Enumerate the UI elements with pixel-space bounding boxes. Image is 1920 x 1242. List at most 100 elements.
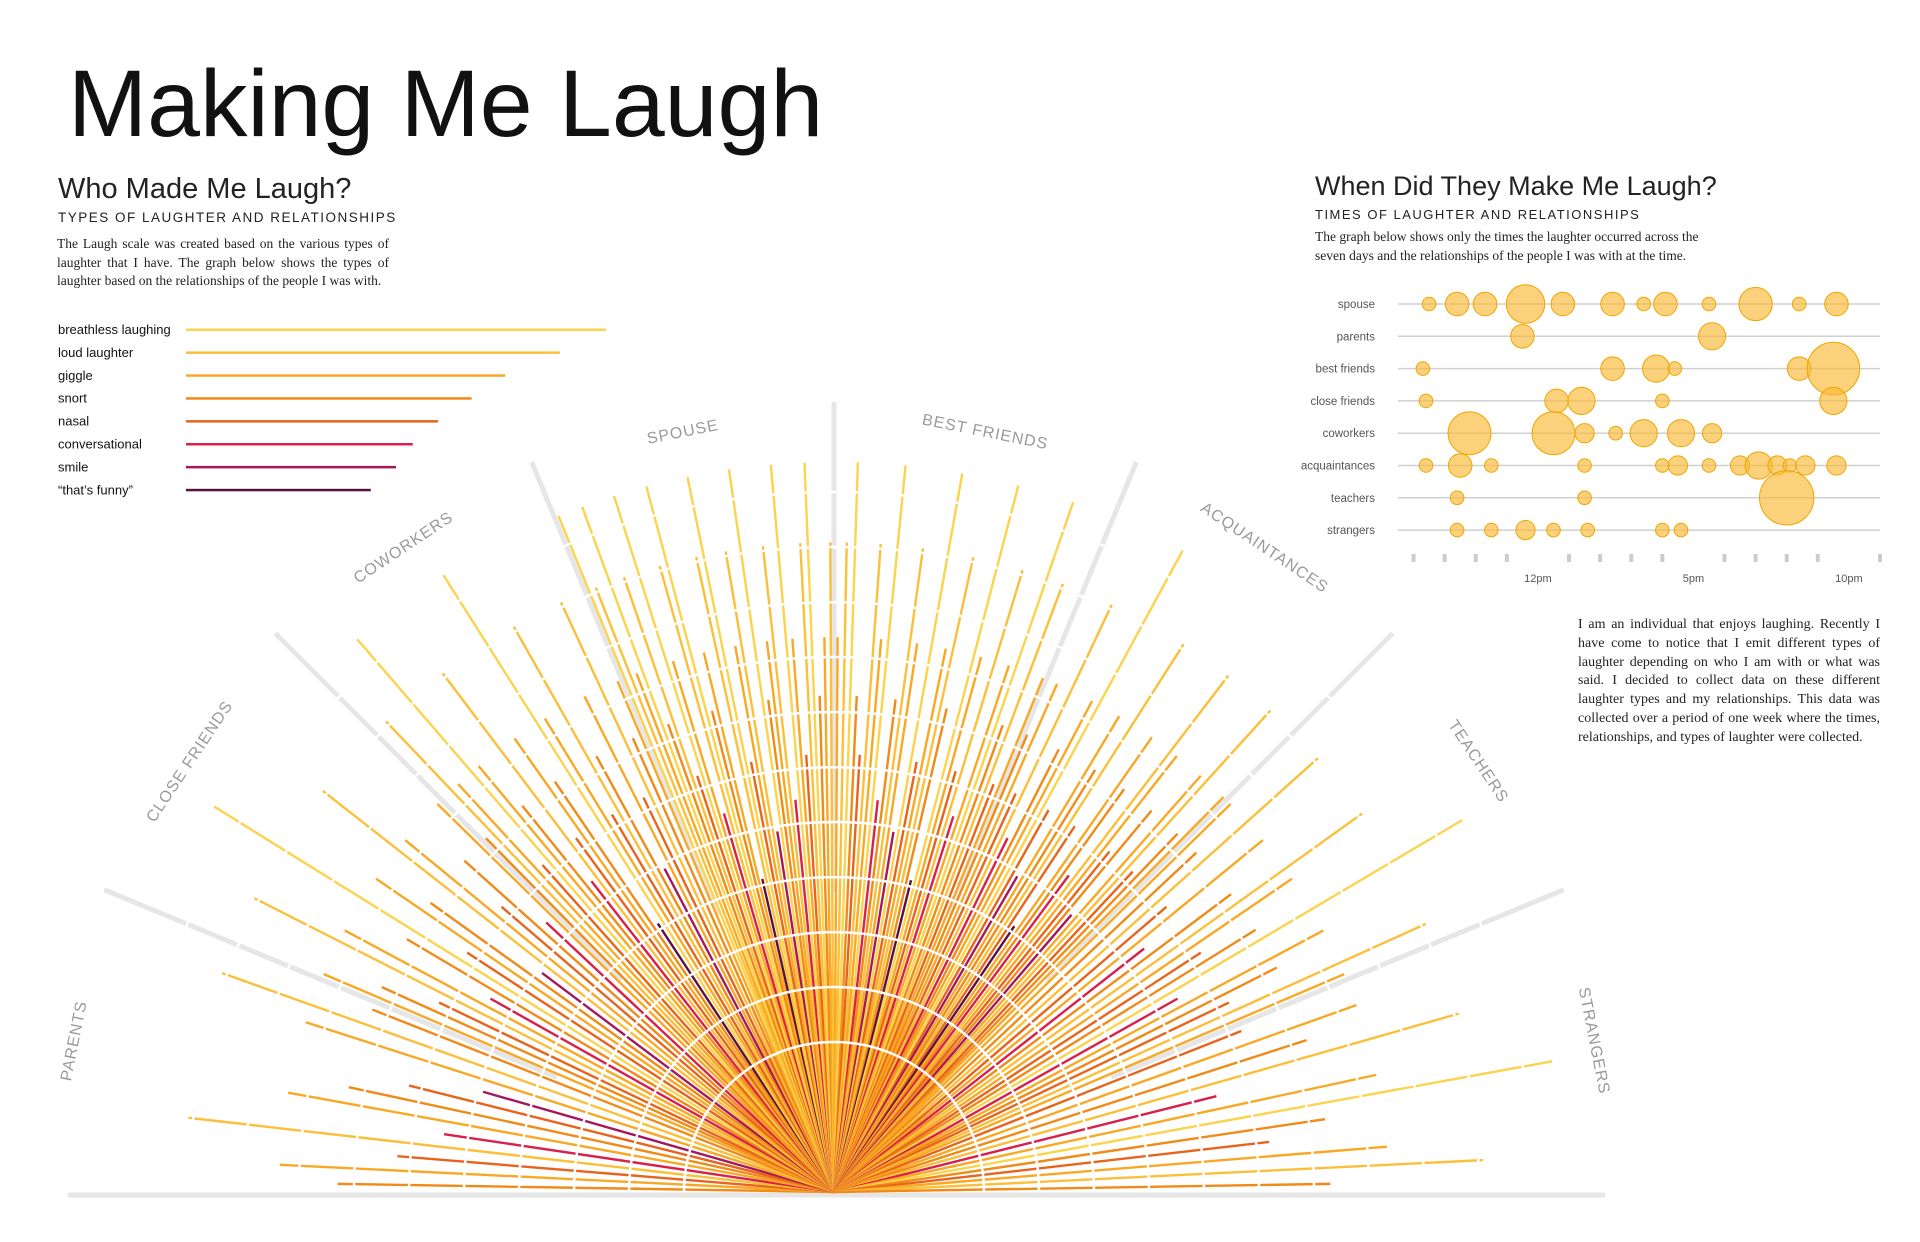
laugh-line — [724, 551, 836, 1193]
bubble — [1655, 393, 1670, 409]
laugh-line — [356, 638, 835, 1193]
laugh-line — [799, 543, 836, 1193]
laugh-line — [833, 928, 1257, 1194]
x-tick-label: 12pm — [1524, 573, 1552, 585]
laugh-line — [553, 780, 835, 1193]
bubble — [1653, 291, 1678, 317]
laugh-line — [833, 812, 1363, 1193]
laugh-line — [344, 929, 835, 1194]
bar — [186, 443, 413, 446]
sector-label: CLOSE FRIENDS — [144, 698, 237, 825]
sector-divider — [273, 631, 624, 982]
laugh-line — [559, 601, 836, 1193]
laugh-line — [833, 736, 1153, 1193]
chart-title: When Did They Make Me Laugh? — [1315, 171, 1717, 201]
laugh-line — [832, 637, 839, 1193]
bubble — [1574, 423, 1595, 444]
page-title: Making Me Laugh — [68, 51, 823, 157]
bubble — [1483, 522, 1499, 538]
bubble — [1544, 388, 1569, 414]
laugh-line — [832, 550, 1184, 1193]
laugh-line — [616, 680, 836, 1193]
laugh-line — [832, 677, 1045, 1193]
laugh-line — [408, 1084, 835, 1194]
bubble — [1667, 455, 1688, 476]
laugh-line — [832, 542, 848, 1193]
laugh-line — [595, 755, 836, 1193]
laugh-line — [658, 565, 836, 1193]
laugh-line — [832, 604, 1113, 1193]
laugh-line — [833, 1001, 1230, 1194]
ring — [517, 875, 1151, 1193]
laugh-line — [305, 1021, 835, 1194]
laugh-line — [686, 476, 836, 1193]
description: The Laugh scale was created based on the… — [57, 236, 389, 288]
laugh-line — [833, 922, 1427, 1194]
sector-divider — [1110, 887, 1565, 1080]
legend-label: conversational — [58, 437, 142, 452]
laugh-line — [833, 1095, 1217, 1194]
laugh-line — [833, 1140, 1270, 1194]
bubble — [1577, 458, 1592, 473]
x-tick-label: 5pm — [1683, 573, 1704, 585]
bubble — [1600, 356, 1625, 381]
legend-label: nasal — [58, 414, 89, 429]
laugh-line — [832, 643, 919, 1193]
laugh-line — [833, 877, 1293, 1193]
laugh-line — [594, 587, 836, 1193]
laugh-line — [832, 639, 883, 1193]
bubble — [1447, 453, 1473, 478]
laugh-line — [833, 947, 1145, 1193]
laugh-line — [371, 1008, 835, 1194]
ring — [352, 710, 1316, 1193]
laugh-line — [438, 1001, 835, 1194]
bubble — [1418, 458, 1434, 473]
bubble — [1531, 411, 1576, 456]
row-label: best friends — [1316, 364, 1376, 376]
laugh-line — [832, 583, 1064, 1193]
bubble — [1580, 522, 1595, 538]
laugh-line — [541, 972, 835, 1193]
laugh-line — [761, 546, 836, 1193]
laugh-line — [482, 1090, 835, 1194]
laugh-line — [832, 501, 1075, 1193]
bubble — [1472, 291, 1498, 317]
bubble — [1738, 286, 1773, 322]
laugh-line — [385, 720, 835, 1193]
laugh-line — [833, 709, 1272, 1193]
chart-title: Who Made Me Laugh? — [58, 173, 351, 205]
laugh-line — [803, 462, 836, 1193]
sector-label: STRANGERS — [1575, 986, 1613, 1096]
laugh-line — [832, 548, 925, 1193]
laugh-line — [521, 804, 835, 1193]
laugh-line — [832, 473, 964, 1193]
laugh-line — [485, 837, 835, 1193]
chart-subtitle: TYPES OF LAUGHTER AND RELATIONSHIPS — [58, 210, 397, 225]
sector-label: PARENTS — [58, 999, 91, 1082]
laugh-line — [833, 674, 1230, 1193]
laugh-line — [832, 643, 1185, 1193]
row-label: strangers — [1327, 525, 1375, 537]
ring — [132, 490, 1536, 1193]
laugh-line — [489, 997, 835, 1194]
bubble — [1666, 419, 1696, 448]
row-label: spouse — [1338, 299, 1375, 311]
laugh-line — [279, 1163, 835, 1194]
laugh-line — [833, 929, 1324, 1194]
bubble — [1447, 411, 1492, 456]
ring — [572, 930, 1096, 1193]
sector-label: SPOUSE — [646, 417, 721, 448]
bubble — [1444, 291, 1470, 317]
laugh-line — [833, 851, 1198, 1193]
ring — [462, 820, 1206, 1193]
laugh-line — [612, 495, 836, 1193]
sector-label: COWORKERS — [351, 509, 457, 587]
laugh-line — [557, 515, 836, 1193]
laugh-line — [833, 973, 1345, 1194]
laugh-line — [375, 877, 835, 1193]
laugh-line — [833, 774, 1202, 1193]
laugh-line — [833, 893, 1232, 1193]
row-label: teachers — [1331, 493, 1375, 505]
laugh-line — [833, 1039, 1307, 1194]
laugh-line — [406, 938, 835, 1194]
